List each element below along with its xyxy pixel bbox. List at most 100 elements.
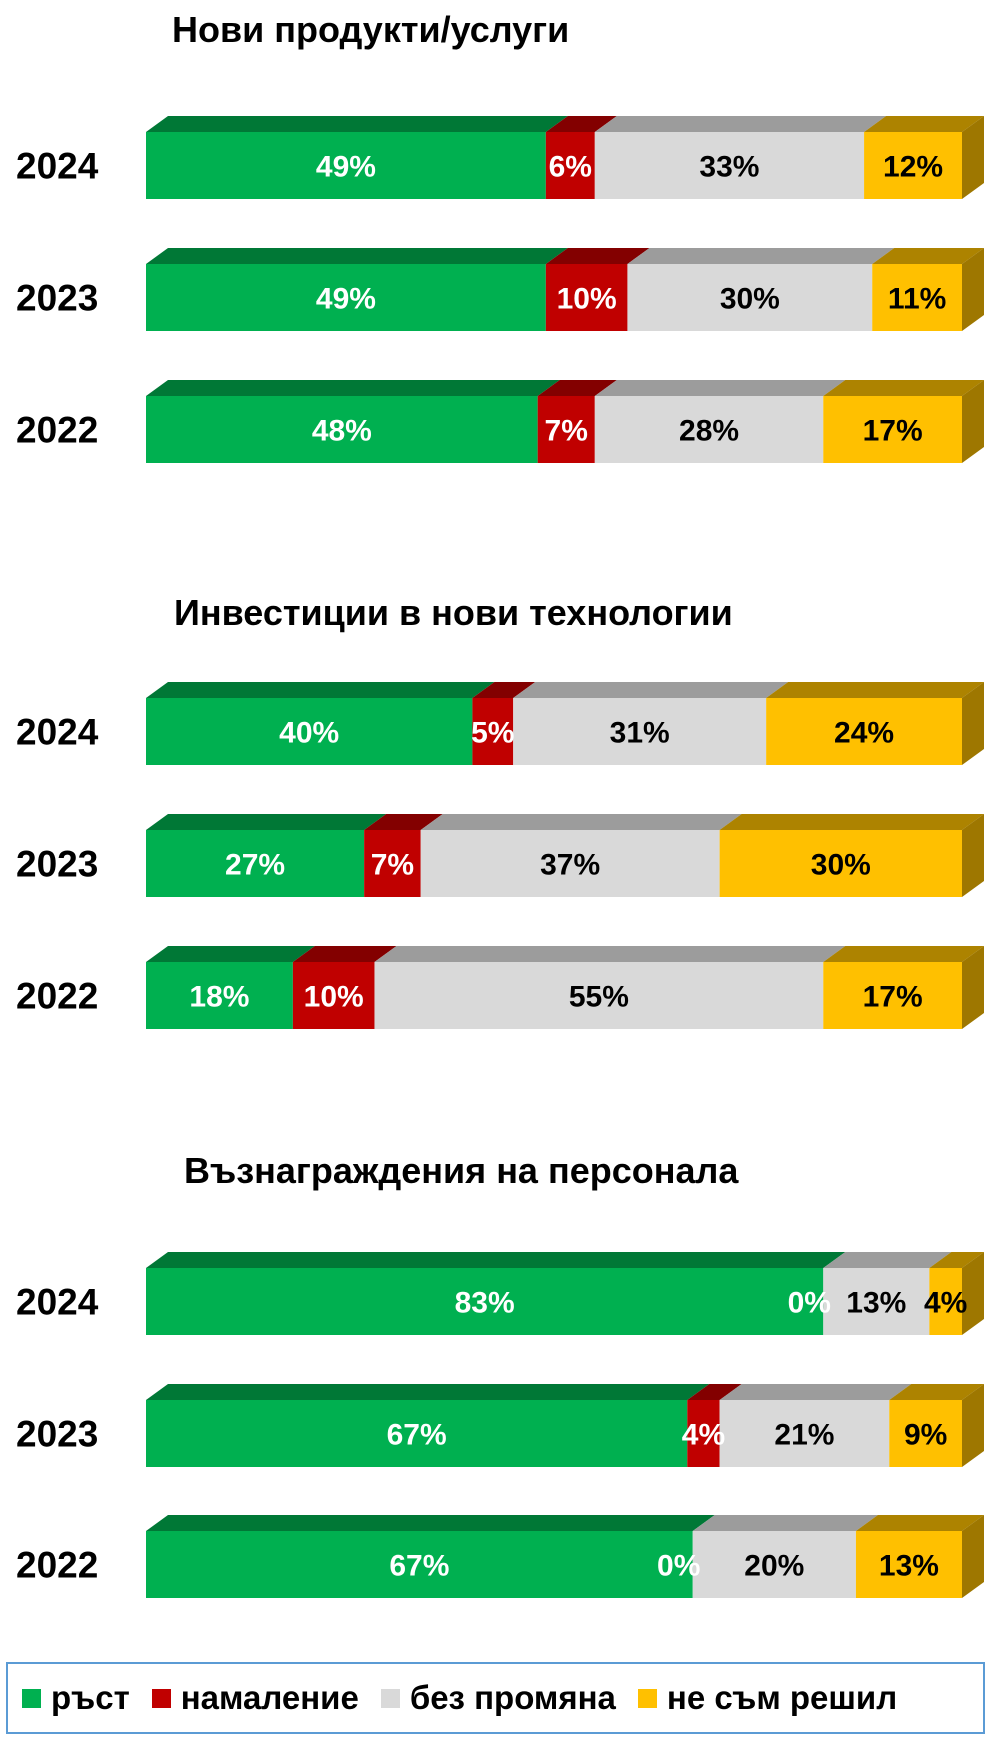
bar-segment-top	[146, 380, 560, 396]
data-label: 6%	[549, 151, 592, 184]
bar-segment-growth	[146, 1268, 824, 1335]
bar-segment-top	[692, 1515, 878, 1531]
bar-segment-growth	[146, 1400, 688, 1467]
bar-segment-top	[627, 248, 895, 264]
data-label: 0%	[788, 1287, 831, 1320]
bar-segment-growth	[146, 132, 546, 199]
chart-legend: ръст намаление без промяна не съм решил	[6, 1662, 985, 1734]
bar-segment-top	[364, 814, 443, 830]
bar-segment-top	[545, 116, 617, 132]
bar-segment-undecided	[855, 1531, 962, 1598]
bar-segment-top	[420, 814, 742, 830]
legend-label: не съм решил	[666, 1679, 898, 1716]
data-label: 30%	[811, 849, 871, 882]
data-label: 83%	[455, 1287, 515, 1320]
data-label: 37%	[540, 849, 600, 882]
bar-segment-top	[545, 248, 650, 264]
data-label: 20%	[744, 1550, 804, 1583]
category-label: 2023	[16, 1414, 98, 1455]
data-label: 40%	[279, 717, 339, 750]
bar-side	[962, 1384, 984, 1467]
bar-segment-nochange	[823, 1268, 930, 1335]
category-label: 2023	[16, 844, 98, 885]
data-label: 28%	[679, 415, 739, 448]
legend-item-nochange: без промяна	[380, 1679, 616, 1717]
category-label: 2023	[16, 278, 98, 319]
bar-segment-nochange	[627, 264, 873, 331]
bar-segment-top	[146, 1515, 715, 1531]
bar-side	[962, 380, 984, 463]
bar-segment-undecided	[864, 132, 962, 199]
bar-segment-nochange	[374, 962, 824, 1029]
legend-swatch	[380, 1688, 400, 1708]
bar-segment-top	[687, 1384, 742, 1400]
bar-segment-top	[537, 380, 617, 396]
bar-segment-growth	[146, 396, 538, 463]
bar-side	[962, 116, 984, 199]
legend-swatch	[22, 1688, 41, 1708]
chart-title: Нови продукти/услуги	[172, 9, 569, 50]
bar-segment-decrease	[687, 1400, 720, 1467]
bar-side	[962, 814, 984, 897]
data-label: 67%	[389, 1550, 449, 1583]
legend-item-undecided: не съм решил	[637, 1679, 898, 1717]
data-label: 18%	[189, 981, 249, 1014]
data-label: 33%	[699, 151, 759, 184]
bar-segment-nochange	[594, 132, 865, 199]
bar-segment-top	[855, 1515, 984, 1531]
bar-segment-top	[889, 1384, 984, 1400]
bar-segment-undecided	[823, 396, 962, 463]
data-label: 4%	[682, 1419, 725, 1452]
category-label: 2024	[16, 1282, 99, 1323]
legend-label: ръст	[51, 1679, 130, 1716]
data-label: 10%	[557, 283, 617, 316]
data-label: 17%	[863, 981, 923, 1014]
bar-segment-top	[513, 682, 789, 698]
data-label: 55%	[569, 981, 629, 1014]
chart-title: Инвестиции в нови технологии	[174, 592, 733, 633]
data-label: 30%	[720, 283, 780, 316]
bar-segment-top	[146, 248, 568, 264]
data-label: 21%	[774, 1419, 834, 1452]
stacked-bar-chart: Нови продукти/услуги 2024 49% 6% 33% 12% 2023 4…	[16, 9, 984, 1598]
bar-segment-top	[766, 682, 984, 698]
bar-segment-top	[719, 814, 984, 830]
data-label: 67%	[387, 1419, 447, 1452]
category-label: 2024	[16, 146, 99, 187]
bar-segment-nochange	[420, 830, 720, 897]
chart-title: Възнаграждения на персонала	[184, 1150, 739, 1191]
bar-segment-top	[374, 946, 846, 962]
bar-side	[962, 682, 984, 765]
legend-item-decrease: намаление	[151, 1679, 359, 1717]
data-label: 12%	[883, 151, 943, 184]
bar-segment-top	[594, 380, 846, 396]
legend-label: намаление	[180, 1679, 359, 1716]
bar-segment-top	[872, 248, 984, 264]
bar-segment-undecided	[719, 830, 962, 897]
data-label: 5%	[471, 717, 514, 750]
category-label: 2022	[16, 976, 98, 1017]
bar-segment-top	[719, 1384, 912, 1400]
bar-segment-top	[472, 682, 536, 698]
bar-segment-top	[823, 1252, 952, 1268]
bar-segment-undecided	[872, 264, 962, 331]
data-label: 9%	[904, 1419, 947, 1452]
legend-swatch	[151, 1688, 171, 1708]
bar-segment-top	[823, 946, 984, 962]
bar-segment-top	[823, 380, 984, 396]
bar-segment-top	[864, 116, 984, 132]
bar-segment-top	[594, 116, 887, 132]
data-label: 7%	[371, 849, 414, 882]
bar-segment-decrease	[545, 132, 595, 199]
bar-segment-undecided	[766, 698, 962, 765]
data-label: 7%	[545, 415, 588, 448]
bar-segment-decrease	[537, 396, 595, 463]
bar-side	[962, 946, 984, 1029]
data-label: 31%	[610, 717, 670, 750]
data-label: 13%	[879, 1550, 939, 1583]
data-label: 48%	[312, 415, 372, 448]
data-label: 49%	[316, 283, 376, 316]
data-label: 24%	[834, 717, 894, 750]
bar-segment-top	[146, 1252, 846, 1268]
data-label: 27%	[225, 849, 285, 882]
